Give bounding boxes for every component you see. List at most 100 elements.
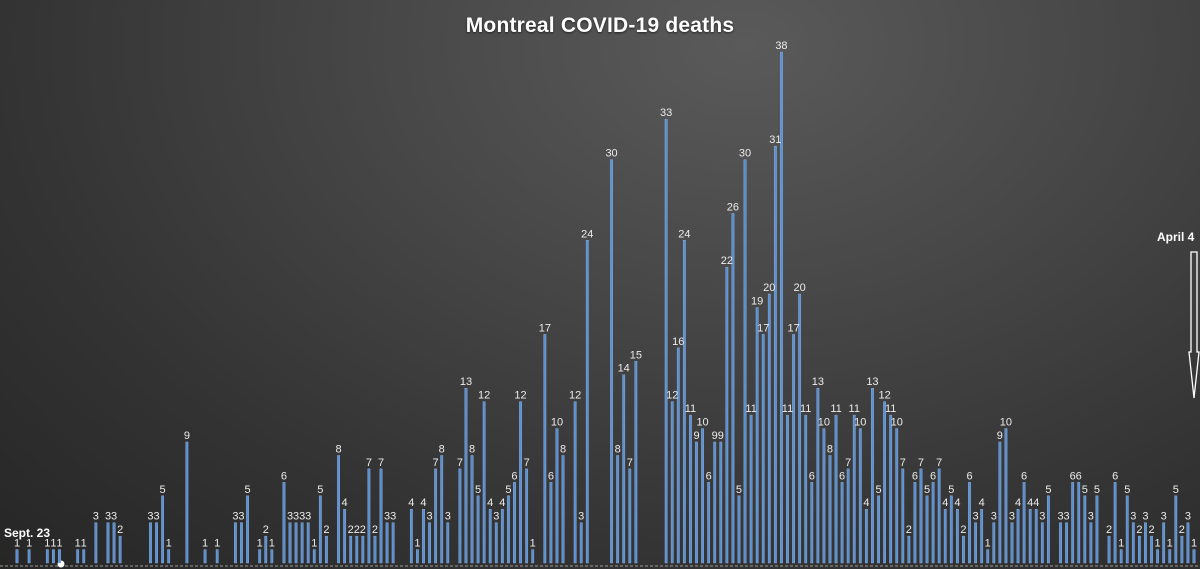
bar	[1071, 482, 1075, 564]
data-label: 8	[335, 443, 341, 455]
bar	[149, 522, 152, 564]
data-label: 4	[979, 497, 985, 509]
bar	[731, 213, 735, 564]
data-label: 30	[605, 148, 617, 160]
bar	[1144, 522, 1147, 564]
bar	[476, 495, 480, 564]
data-label: 1	[1167, 538, 1173, 550]
bar	[1010, 522, 1014, 564]
bar	[889, 414, 893, 564]
bar	[767, 293, 771, 564]
bar	[1174, 495, 1178, 564]
bar	[1180, 535, 1184, 564]
data-label: 10	[551, 417, 563, 429]
bar	[682, 240, 686, 564]
bar	[409, 509, 413, 564]
data-label: 2	[323, 524, 329, 536]
data-label: 13	[866, 376, 878, 388]
bar	[52, 549, 55, 564]
bar	[573, 401, 577, 564]
data-label: 22	[721, 255, 733, 267]
bar	[913, 482, 917, 564]
bar	[1162, 522, 1166, 564]
data-label: 11	[830, 403, 841, 415]
data-label: 3	[973, 511, 979, 523]
bar	[871, 387, 874, 564]
data-label: 1	[202, 538, 208, 550]
data-label: 9	[718, 430, 724, 442]
data-label: 7	[524, 457, 530, 469]
bar	[94, 522, 98, 564]
bar	[446, 522, 450, 564]
bar	[1034, 509, 1038, 564]
data-label: 3	[111, 511, 117, 523]
bar	[846, 468, 850, 564]
data-label: 19	[751, 296, 763, 308]
data-label: 13	[812, 376, 824, 388]
data-label: 2	[1106, 524, 1112, 536]
data-label: 5	[1045, 484, 1051, 496]
data-label: 5	[1173, 484, 1179, 496]
bar	[1046, 495, 1050, 564]
data-label: 2	[354, 524, 360, 536]
data-label: 6	[281, 470, 287, 482]
data-label: 6	[1021, 470, 1027, 482]
data-label: 1	[311, 538, 317, 550]
bar	[561, 455, 565, 564]
data-label: 7	[627, 457, 633, 469]
bar	[877, 495, 880, 564]
data-label: 1	[214, 538, 220, 550]
data-label: 5	[1124, 484, 1130, 496]
bar	[385, 522, 389, 564]
bar	[634, 361, 638, 564]
data-label: 26	[727, 201, 739, 213]
bar	[1168, 549, 1172, 564]
data-label: 1	[985, 538, 991, 550]
bar	[258, 549, 262, 564]
data-label: 7	[845, 457, 851, 469]
bar	[840, 482, 844, 564]
data-label: 2	[1136, 524, 1142, 536]
bar	[822, 428, 826, 564]
bar	[1192, 549, 1196, 564]
bar	[974, 522, 977, 564]
data-label: 17	[787, 322, 799, 334]
bar	[494, 522, 498, 564]
bar	[343, 509, 347, 564]
data-label: 3	[299, 511, 305, 523]
data-label: 24	[678, 228, 690, 240]
bar	[725, 266, 729, 564]
data-label: 3	[384, 511, 390, 523]
bar	[549, 482, 553, 564]
data-label: 16	[672, 336, 684, 348]
bar	[1016, 509, 1020, 564]
bar	[1150, 535, 1153, 564]
data-label: 4	[1027, 497, 1033, 509]
bar	[579, 522, 583, 564]
bar	[1004, 428, 1008, 564]
data-label: 1	[56, 538, 62, 550]
data-label: 3	[238, 511, 244, 523]
data-label: 2	[372, 524, 378, 536]
data-label: 8	[615, 443, 621, 455]
data-label: 11	[782, 403, 793, 415]
bar	[992, 522, 996, 564]
bar	[112, 522, 116, 564]
data-label: 10	[696, 417, 708, 429]
bar	[858, 428, 862, 564]
data-label: 7	[918, 457, 924, 469]
bar	[416, 549, 419, 564]
bar	[816, 387, 820, 564]
data-label: 6	[839, 470, 845, 482]
data-label: 12	[514, 390, 526, 402]
data-label: 5	[1082, 484, 1088, 496]
data-label: 5	[244, 484, 250, 496]
data-label: 1	[50, 538, 56, 550]
data-label: 33	[660, 107, 672, 119]
data-label: 3	[305, 511, 311, 523]
bar	[373, 535, 377, 564]
bar	[282, 482, 286, 564]
data-label: 5	[475, 484, 481, 496]
data-label: 1	[1155, 538, 1161, 550]
